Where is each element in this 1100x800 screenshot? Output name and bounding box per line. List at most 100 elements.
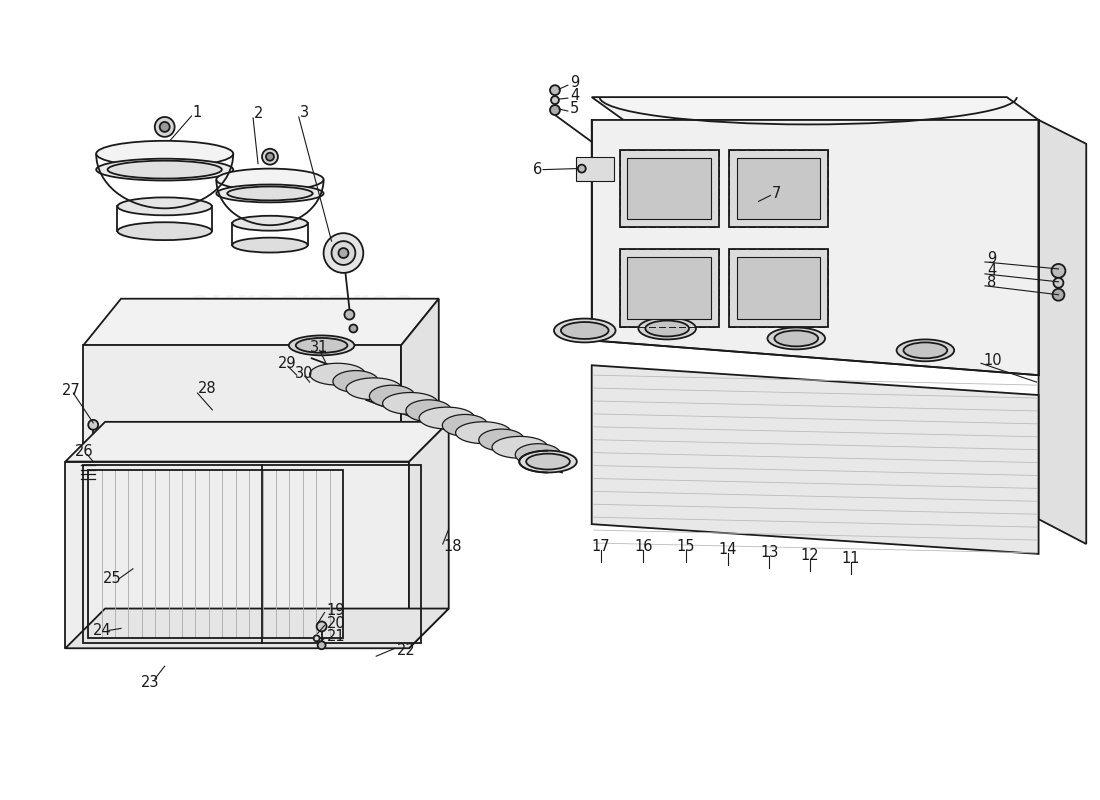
Bar [737,158,821,219]
Ellipse shape [217,169,323,190]
Circle shape [318,642,326,650]
Bar [728,150,828,227]
Circle shape [317,622,327,631]
Text: 21: 21 [327,629,345,644]
Text: 27: 27 [62,382,80,398]
Text: 7: 7 [771,186,781,201]
Ellipse shape [515,444,561,466]
Ellipse shape [638,318,696,339]
Polygon shape [65,609,449,648]
Text: 9: 9 [987,251,997,266]
Polygon shape [1038,120,1087,544]
Circle shape [266,153,274,161]
Ellipse shape [333,370,378,393]
Text: eurospares: eurospares [632,208,861,242]
Bar [575,157,614,181]
Ellipse shape [554,318,616,342]
Ellipse shape [108,161,222,178]
Polygon shape [409,422,449,648]
Bar [619,249,718,326]
Text: eurospares: eurospares [185,288,414,322]
Text: 25: 25 [103,571,122,586]
Ellipse shape [896,339,954,362]
Bar [627,257,711,318]
Text: 16: 16 [634,539,652,554]
Text: 1: 1 [192,105,201,119]
Ellipse shape [406,400,451,422]
Circle shape [323,233,363,273]
Ellipse shape [96,158,233,181]
Text: 20: 20 [327,616,345,631]
Ellipse shape [646,321,689,337]
Polygon shape [84,298,439,346]
Ellipse shape [346,378,402,400]
Text: 26: 26 [75,444,94,459]
Ellipse shape [526,454,570,470]
Ellipse shape [296,338,348,353]
Text: 5: 5 [570,101,579,115]
Circle shape [550,86,560,95]
Circle shape [155,117,175,137]
Circle shape [344,310,354,319]
Ellipse shape [232,238,308,253]
Text: 18: 18 [443,539,462,554]
Ellipse shape [455,422,512,444]
Text: 12: 12 [801,549,820,563]
Bar [627,158,711,219]
Circle shape [578,165,585,173]
Polygon shape [402,298,439,462]
Circle shape [1054,278,1064,288]
Ellipse shape [217,185,323,202]
Ellipse shape [118,198,212,215]
Bar [84,465,421,643]
Circle shape [331,241,355,265]
Circle shape [314,635,320,642]
Text: 11: 11 [842,551,860,566]
Text: 10: 10 [983,353,1002,368]
Ellipse shape [903,342,947,358]
Polygon shape [592,120,1038,375]
Polygon shape [592,97,1038,120]
Ellipse shape [478,429,525,451]
Bar [728,249,828,326]
Ellipse shape [289,335,354,355]
Circle shape [550,105,560,115]
Ellipse shape [310,363,365,385]
Text: 9: 9 [570,74,579,90]
Text: 2: 2 [254,106,263,122]
Circle shape [1053,289,1065,301]
Text: eurospares: eurospares [632,502,861,536]
Ellipse shape [96,141,233,166]
Text: 15: 15 [676,539,695,554]
Circle shape [1052,264,1066,278]
Text: 29: 29 [278,356,297,370]
Text: 6: 6 [534,162,542,177]
Ellipse shape [492,436,548,458]
Ellipse shape [519,450,576,473]
Circle shape [262,149,278,165]
Text: 8: 8 [987,275,997,290]
Bar [737,257,821,318]
Text: 4: 4 [570,88,579,102]
Text: 22: 22 [397,642,416,658]
Ellipse shape [383,393,438,414]
Text: 23: 23 [141,674,160,690]
Circle shape [160,122,169,132]
Ellipse shape [370,385,415,407]
Ellipse shape [228,186,312,200]
Polygon shape [592,366,1038,554]
Text: 24: 24 [94,623,112,638]
Circle shape [551,96,559,104]
Bar [619,150,718,227]
Text: 30: 30 [295,366,313,381]
Ellipse shape [442,414,488,436]
Polygon shape [65,462,409,648]
Bar [88,470,343,638]
Ellipse shape [232,216,308,230]
Ellipse shape [774,330,818,346]
Text: 17: 17 [592,539,611,554]
Text: 19: 19 [327,603,345,618]
Ellipse shape [419,407,475,429]
Text: 13: 13 [760,546,779,561]
Text: 3: 3 [299,105,309,119]
